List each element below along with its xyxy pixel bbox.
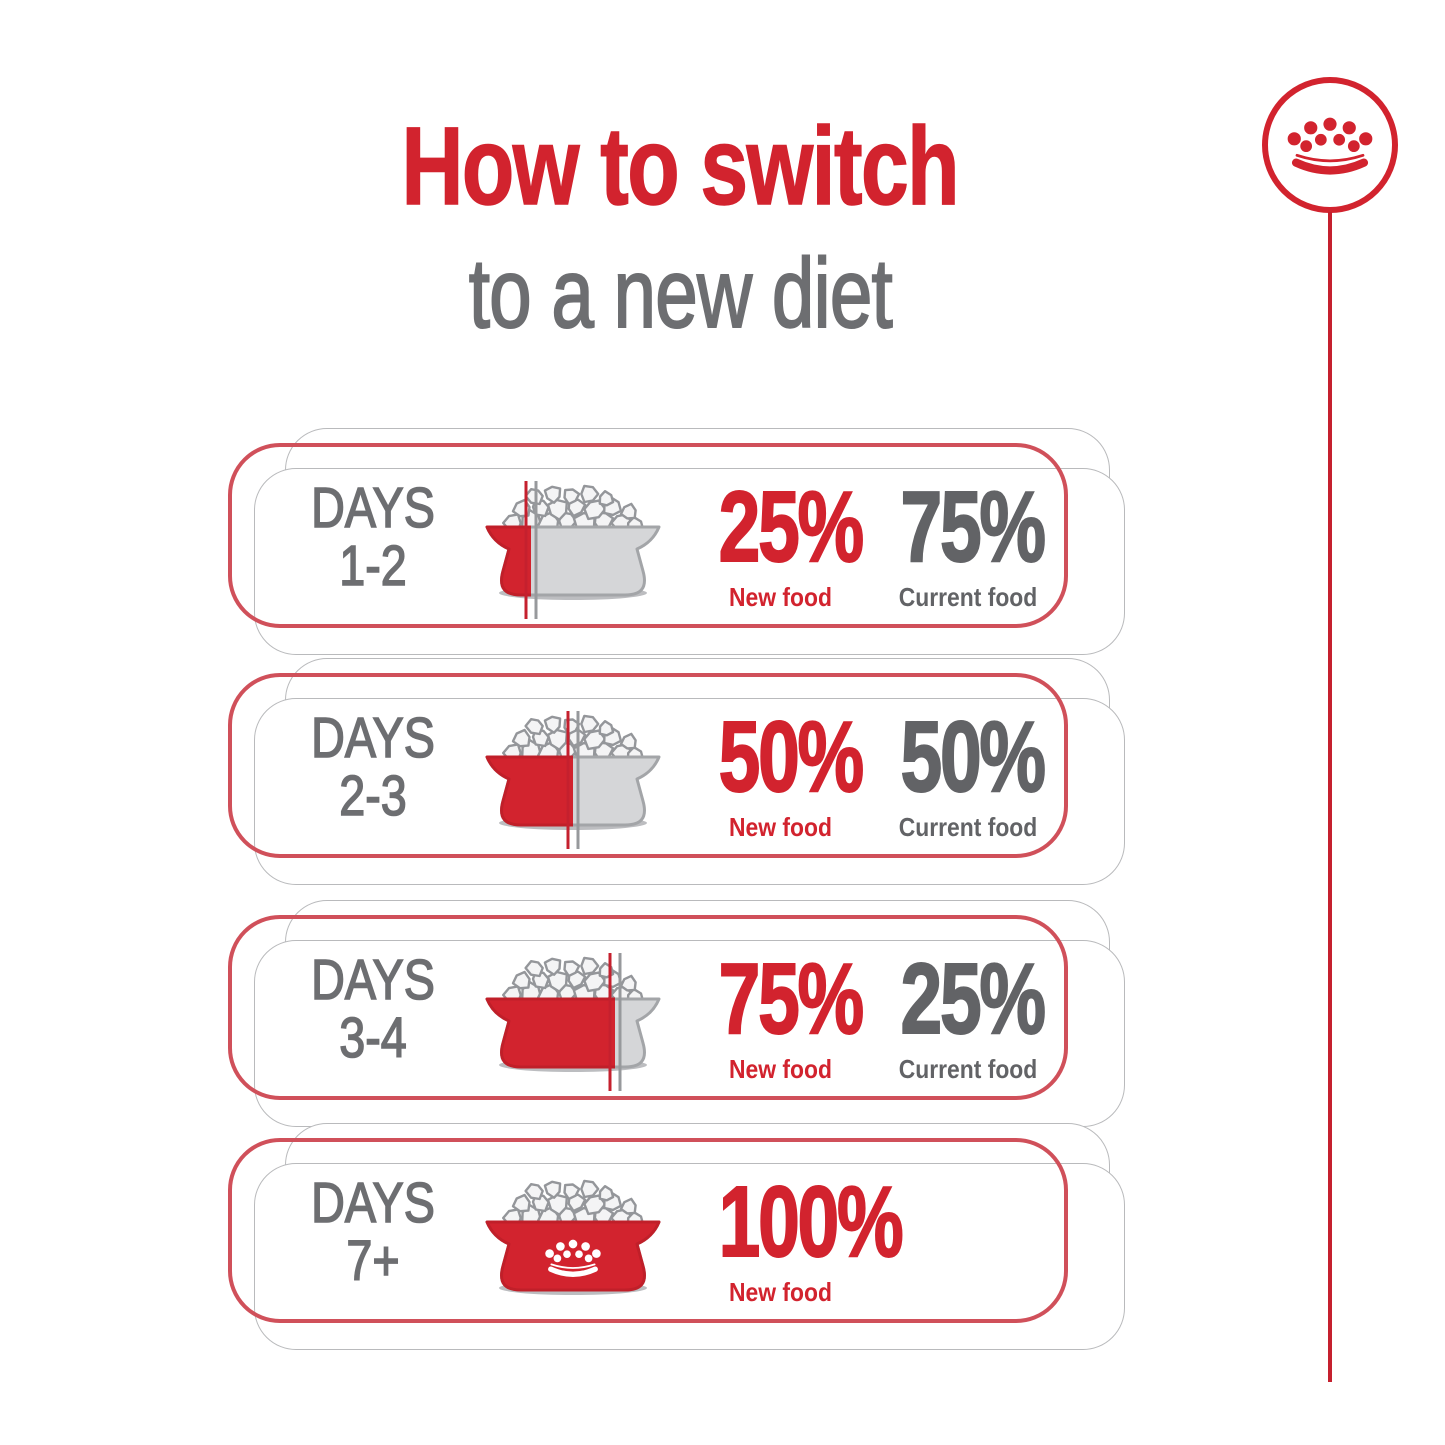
food-bowl-icon [485,1179,661,1295]
new-food-stat: 50% New food [698,701,865,843]
royal-canin-crown-icon [1262,77,1398,213]
new-food-label: New food [729,582,832,612]
days-word: DAYS [310,706,435,770]
transition-step-row: DAYS 1-2 25% New food 75% Current food [228,428,1125,660]
current-food-stat: 25% Current food [878,943,1058,1085]
title-line-2: to a new diet [468,238,894,348]
food-bowl-icon [485,953,661,1091]
days-range: 3-4 [339,1006,408,1071]
card-front-outline [254,940,1125,1127]
current-food-label: Current food [898,812,1038,842]
new-food-stat: 75% New food [698,943,865,1085]
new-food-percent: 75% [718,943,865,1055]
step-highlight-outline [228,1138,1068,1323]
new-food-percent: 50% [718,701,865,813]
new-food-label: New food [729,1277,832,1307]
new-food-stat: 100% New food [698,1166,905,1308]
page-title: How to switch to a new diet [0,105,1360,348]
new-food-percent: 100% [718,1166,905,1278]
new-food-percent: 25% [718,471,865,583]
new-food-label: New food [729,1054,832,1084]
vertical-divider-line [1328,212,1332,1382]
days-word: DAYS [310,476,435,540]
days-word: DAYS [310,948,435,1012]
card-front-outline [254,1163,1125,1350]
current-food-percent: 25% [900,943,1047,1055]
current-food-stat: 50% Current food [878,701,1058,843]
current-food-percent: 75% [900,471,1047,583]
step-content: DAYS 7+ 100% New food [228,1138,1068,1323]
new-food-stat: 25% New food [698,471,865,613]
card-front-outline [254,698,1125,885]
days-label: DAYS 3-4 [302,948,445,1071]
current-food-percent: 50% [900,701,1047,813]
days-label: DAYS 7+ [302,1171,445,1294]
transition-step-row: DAYS 3-4 75% New food 25% Current food [228,900,1125,1132]
days-label: DAYS 1-2 [302,476,445,599]
step-highlight-outline [228,673,1068,858]
transition-step-row: DAYS 2-3 50% New food 50% Current food [228,658,1125,890]
food-bowl-icon [485,711,661,849]
current-food-label: Current food [898,1054,1038,1084]
days-range: 2-3 [339,764,408,829]
card-front-outline [254,468,1125,655]
days-label: DAYS 2-3 [302,706,445,829]
food-bowl-icon [485,481,661,619]
transition-step-row: DAYS 7+ 100% New food [228,1123,1125,1355]
step-highlight-outline [228,443,1068,628]
days-range: 1-2 [339,534,408,599]
step-highlight-outline [228,915,1068,1100]
current-food-stat: 75% Current food [878,471,1058,613]
current-food-label: Current food [898,582,1038,612]
step-content: DAYS 2-3 50% New food 50% Current food [228,673,1068,858]
title-line-1: How to switch [401,105,960,228]
step-content: DAYS 3-4 75% New food 25% Current food [228,915,1068,1100]
days-word: DAYS [310,1171,435,1235]
crown-emblem-icon [545,1239,601,1277]
step-content: DAYS 1-2 25% New food 75% Current food [228,443,1068,628]
days-range: 7+ [346,1229,401,1294]
new-food-label: New food [729,812,832,842]
